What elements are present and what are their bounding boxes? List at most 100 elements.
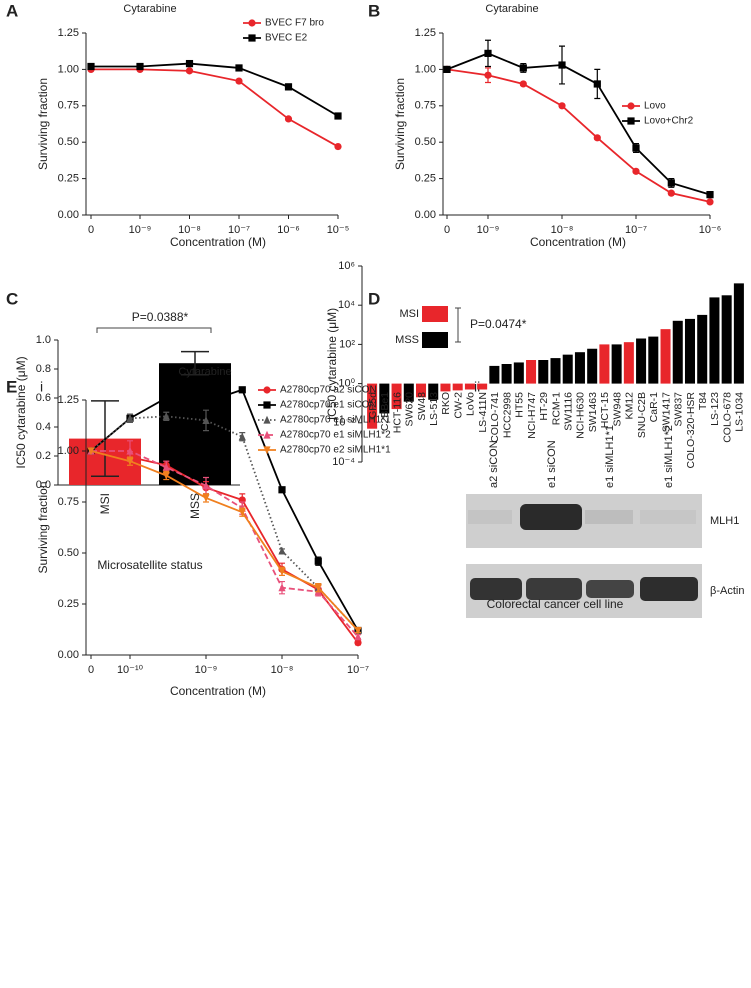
legend-marker bbox=[248, 34, 256, 42]
marker bbox=[593, 134, 601, 142]
marker bbox=[667, 189, 675, 197]
bar bbox=[403, 383, 414, 402]
bar bbox=[464, 383, 475, 390]
marker bbox=[284, 83, 293, 91]
bar bbox=[684, 318, 695, 384]
x-tick-label: C2BBe1 bbox=[379, 392, 391, 431]
y-tick-label: 0.75 bbox=[58, 496, 79, 508]
x-tick-label: LS-411N bbox=[477, 392, 489, 433]
legend-label: A2780cp70 e1 siMLH1*2 bbox=[280, 430, 391, 441]
legend-label: A2780cp70 e2 siMLH1*1 bbox=[280, 445, 391, 456]
panel-label: E bbox=[6, 377, 17, 396]
x-tick-label: 10⁻⁸ bbox=[178, 224, 201, 236]
series-line bbox=[446, 52, 711, 196]
blot-band bbox=[468, 510, 512, 524]
marker bbox=[354, 639, 362, 647]
y-tick-label: 10⁻² bbox=[333, 417, 355, 429]
x-axis-label: Concentration (M) bbox=[170, 684, 266, 698]
marker bbox=[314, 557, 322, 565]
x-tick-label: 10⁻⁵ bbox=[327, 224, 350, 236]
marker bbox=[278, 486, 286, 494]
blot-band bbox=[585, 510, 633, 524]
blot-band bbox=[520, 504, 582, 530]
chart-title: Cytarabine bbox=[178, 366, 231, 378]
marker bbox=[558, 102, 566, 110]
legend-label: Lovo+Chr2 bbox=[644, 116, 694, 127]
legend-label: A2780cp70 e1 siMLH1*1 bbox=[280, 415, 391, 426]
marker bbox=[519, 80, 527, 88]
legend-label: MSI bbox=[399, 308, 419, 320]
x-tick-label: LS-123 bbox=[709, 392, 721, 426]
blot-band bbox=[526, 578, 582, 600]
panel-label: D bbox=[368, 289, 380, 308]
x-tick-label: MSI bbox=[98, 493, 112, 514]
marker bbox=[558, 61, 566, 69]
y-tick-label: 10² bbox=[339, 338, 355, 350]
legend-swatch bbox=[422, 306, 448, 322]
legend-marker bbox=[263, 386, 271, 394]
x-tick-label: COLO-320-HSR bbox=[685, 392, 697, 469]
legend-marker bbox=[263, 401, 271, 409]
bar bbox=[489, 365, 500, 384]
marker bbox=[126, 414, 134, 422]
marker bbox=[185, 67, 194, 75]
y-axis-label: IC50 cytarabine (μM) bbox=[325, 308, 339, 420]
y-tick-label: 0.2 bbox=[36, 450, 51, 462]
x-tick-label: 10⁻⁷ bbox=[228, 224, 250, 236]
error-bar bbox=[181, 350, 209, 376]
significance-bracket bbox=[455, 307, 461, 343]
y-tick-label: 10⁴ bbox=[338, 299, 355, 311]
x-tick-label: SW948 bbox=[611, 392, 623, 427]
bar bbox=[538, 359, 549, 384]
marker bbox=[706, 198, 714, 206]
marker bbox=[238, 432, 246, 441]
marker bbox=[443, 65, 451, 73]
blot-band bbox=[470, 578, 522, 600]
legend-label: A2780cp70 e1 siCON bbox=[280, 400, 377, 411]
y-tick-label: 0.00 bbox=[58, 649, 79, 661]
x-tick-label: KM12 bbox=[624, 392, 636, 420]
x-tick-label: 10⁻⁹ bbox=[129, 224, 152, 236]
x-axis-label: Concentration (M) bbox=[170, 235, 266, 249]
bar bbox=[379, 383, 390, 414]
marker bbox=[202, 494, 210, 503]
x-tick-label: SW1116 bbox=[563, 392, 575, 431]
y-tick-label: 0.4 bbox=[36, 421, 51, 433]
bar bbox=[623, 342, 634, 384]
significance-bracket bbox=[96, 327, 212, 333]
x-tick-label: COLO-678 bbox=[721, 392, 733, 443]
x-tick-label: HCC2998 bbox=[501, 392, 513, 438]
y-tick-label: 0.25 bbox=[58, 173, 79, 185]
series-line bbox=[446, 68, 711, 203]
bar bbox=[159, 363, 231, 485]
x-tick-label: SW837 bbox=[673, 392, 685, 427]
y-tick-label: 1.00 bbox=[415, 63, 436, 75]
legend-label: MSS bbox=[395, 334, 419, 346]
bar bbox=[574, 352, 585, 384]
subpanel-label: i bbox=[40, 379, 43, 395]
marker bbox=[87, 447, 95, 456]
bar bbox=[477, 383, 488, 390]
bar bbox=[599, 344, 610, 384]
marker bbox=[334, 142, 342, 151]
y-tick-label: 1.0 bbox=[36, 334, 51, 346]
bar bbox=[452, 383, 463, 391]
marker bbox=[278, 546, 286, 555]
x-axis-label: Microsatellite status bbox=[97, 558, 202, 572]
marker bbox=[238, 508, 246, 517]
bar bbox=[611, 344, 622, 384]
x-tick-label: HT-29 bbox=[538, 392, 550, 421]
y-tick-label: 0.25 bbox=[415, 173, 436, 185]
x-tick-label: 10⁻⁹ bbox=[477, 224, 500, 236]
x-tick-label: COLO-741 bbox=[489, 392, 501, 443]
legend-label: BVEC F7 bro bbox=[265, 18, 324, 29]
legend-marker bbox=[263, 415, 271, 424]
marker bbox=[235, 64, 243, 72]
y-tick-label: 0.75 bbox=[415, 100, 436, 112]
bar bbox=[416, 383, 427, 398]
x-tick-label: NCI-H747 bbox=[526, 392, 538, 439]
x-tick-label: LS-1034 bbox=[734, 392, 746, 432]
bar bbox=[513, 362, 524, 384]
y-tick-label: 0.00 bbox=[58, 209, 79, 221]
y-tick-label: 10⁶ bbox=[338, 260, 355, 272]
